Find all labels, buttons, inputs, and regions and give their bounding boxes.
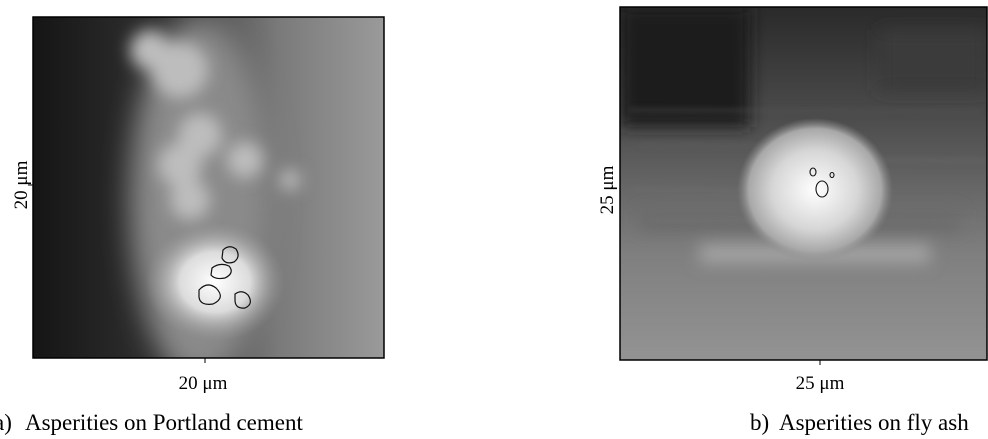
caption: Asperities on Portland cement xyxy=(25,410,303,435)
y-scale-label: 25 μm xyxy=(597,165,618,214)
caption-label: a) xyxy=(0,410,12,435)
caption-label: b) xyxy=(750,410,769,435)
afm-image-b xyxy=(620,7,987,360)
x-scale-label: 20 μm xyxy=(179,373,228,394)
y-scale-label: 20 μm xyxy=(11,160,32,209)
x-scale-label: 25 μm xyxy=(796,373,845,394)
caption: Asperities on fly ash xyxy=(779,410,969,435)
figure: 20 μm 20 μm a) Asperities on Portland ce… xyxy=(0,0,988,439)
afm-image-a xyxy=(33,17,384,380)
